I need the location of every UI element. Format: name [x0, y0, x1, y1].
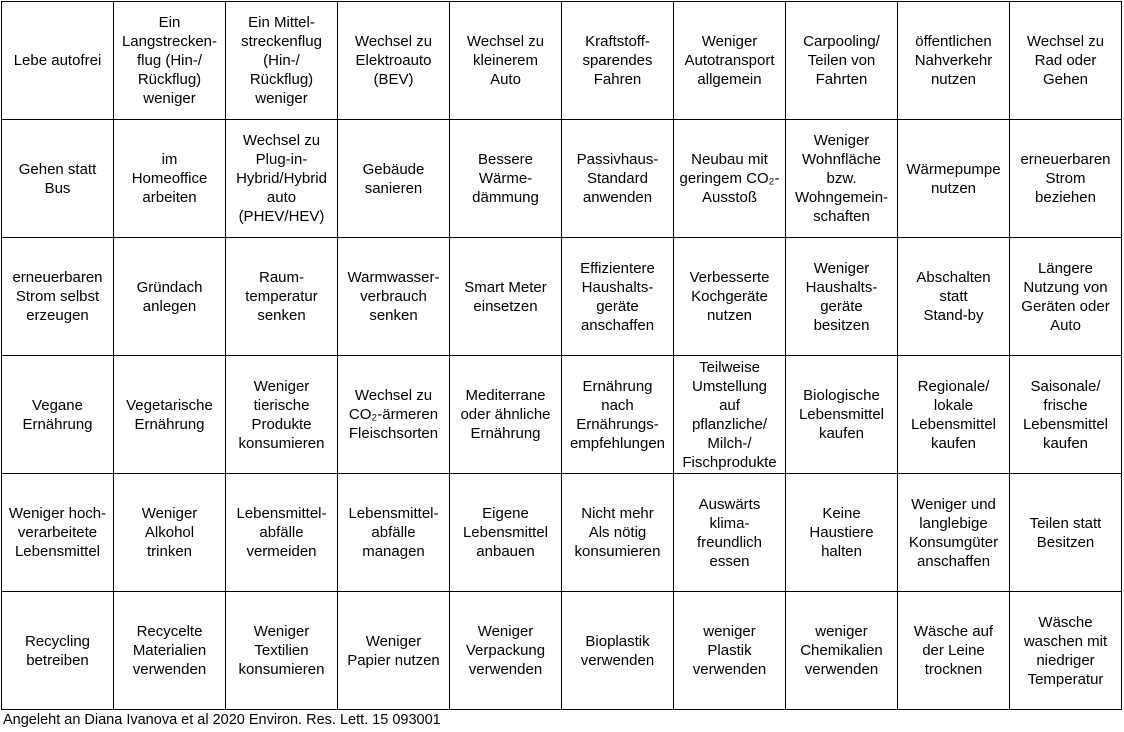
table-row: Weniger hoch- verarbeitete Lebensmittel W…: [1, 473, 1122, 592]
table-cell: Weniger Alkohol trinken: [113, 473, 226, 592]
table-cell: Längere Nutzung von Geräten oder Auto: [1009, 237, 1122, 356]
table-cell: Gehen statt Bus: [1, 119, 114, 238]
table-cell: Ein Mittel- streckenflug (Hin-/ Rückflug…: [225, 1, 338, 120]
table-cell: Biologische Lebensmittel kaufen: [785, 355, 898, 474]
table-cell: Passivhaus- Standard anwenden: [561, 119, 674, 238]
source-caption: Angeleht an Diana Ivanova et al 2020 Env…: [3, 712, 441, 728]
table-cell: erneuerbaren Strom selbst erzeugen: [1, 237, 114, 356]
table-cell: Nicht mehr Als nötig konsumieren: [561, 473, 674, 592]
table-cell: Lebe autofrei: [1, 1, 114, 120]
table-cell: Weniger Wohnfläche bzw. Wohngemein- scha…: [785, 119, 898, 238]
table-cell: erneuerbaren Strom beziehen: [1009, 119, 1122, 238]
table-cell: Wechsel zu CO₂-ärmeren Fleischsorten: [337, 355, 450, 474]
table-cell: Gründach anlegen: [113, 237, 226, 356]
table-cell: Recycelte Materialien verwenden: [113, 591, 226, 710]
table-cell: im Homeoffice arbeiten: [113, 119, 226, 238]
table-cell: Abschalten statt Stand-by: [897, 237, 1010, 356]
table-cell: Eigene Lebensmittel anbauen: [449, 473, 562, 592]
table-cell: Bioplastik verwenden: [561, 591, 674, 710]
table-cell: Wechsel zu Plug-in- Hybrid/Hybrid auto (…: [225, 119, 338, 238]
table-row: erneuerbaren Strom selbst erzeugen Gründa…: [1, 237, 1122, 356]
table-cell: weniger Plastik verwenden: [673, 591, 786, 710]
table-cell: Wechsel zu Rad oder Gehen: [1009, 1, 1122, 120]
table-cell: Ein Langstrecken- flug (Hin-/ Rückflug) …: [113, 1, 226, 120]
table-cell: Neubau mit geringem CO₂- Ausstoß: [673, 119, 786, 238]
table-cell: Weniger Haushalts- geräte besitzen: [785, 237, 898, 356]
table-row: Lebe autofrei Ein Langstrecken- flug (Hin…: [1, 1, 1122, 120]
table-cell: Teilen statt Besitzen: [1009, 473, 1122, 592]
table-cell: Weniger hoch- verarbeitete Lebensmittel: [1, 473, 114, 592]
table-cell: Kraftstoff- sparendes Fahren: [561, 1, 674, 120]
table-cell: Verbesserte Kochgeräte nutzen: [673, 237, 786, 356]
table-cell: Wäsche auf der Leine trocknen: [897, 591, 1010, 710]
table-row: Recycling betreiben Recycelte Materialien…: [1, 591, 1122, 710]
table-cell: Keine Haustiere halten: [785, 473, 898, 592]
table-cell: öffentlichen Nahverkehr nutzen: [897, 1, 1010, 120]
table-cell: Vegetarische Ernährung: [113, 355, 226, 474]
table-cell: Vegane Ernährung: [1, 355, 114, 474]
table-cell: Weniger tierische Produkte konsumieren: [225, 355, 338, 474]
table-cell: Weniger Autotransport allgemein: [673, 1, 786, 120]
table-row: Vegane Ernährung Vegetarische Ernährung We…: [1, 355, 1122, 474]
table-cell: Weniger Papier nutzen: [337, 591, 450, 710]
measures-table: Lebe autofrei Ein Langstrecken- flug (Hin…: [1, 1, 1122, 710]
table-cell: Recycling betreiben: [1, 591, 114, 710]
table-cell: Weniger Textilien konsumieren: [225, 591, 338, 710]
table-cell: Mediterrane oder ähnliche Ernährung: [449, 355, 562, 474]
table-cell: Auswärts klima- freundlich essen: [673, 473, 786, 592]
table-cell: Teilweise Umstellung auf pflanzliche/ Mi…: [673, 355, 786, 474]
table-cell: Raum- temperatur senken: [225, 237, 338, 356]
table-cell: Saisonale/ frische Lebensmittel kaufen: [1009, 355, 1122, 474]
table-cell: Gebäude sanieren: [337, 119, 450, 238]
table-row: Gehen statt Bus im Homeoffice arbeiten Wec…: [1, 119, 1122, 238]
table-cell: Wechsel zu kleinerem Auto: [449, 1, 562, 120]
table-cell: Warmwasser- verbrauch senken: [337, 237, 450, 356]
table-cell: weniger Chemikalien verwenden: [785, 591, 898, 710]
table-cell: Weniger und langlebige Konsumgüter ansch…: [897, 473, 1010, 592]
table-cell: Effizientere Haushalts- geräte anschaffe…: [561, 237, 674, 356]
table-cell: Smart Meter einsetzen: [449, 237, 562, 356]
table-cell: Lebensmittel- abfälle managen: [337, 473, 450, 592]
table-cell: Wärmepumpe nutzen: [897, 119, 1010, 238]
table-cell: Regionale/ lokale Lebensmittel kaufen: [897, 355, 1010, 474]
table-cell: Wäsche waschen mit niedriger Temperatur: [1009, 591, 1122, 710]
table-cell: Lebensmittel- abfälle vermeiden: [225, 473, 338, 592]
table-cell: Wechsel zu Elektroauto (BEV): [337, 1, 450, 120]
table-cell: Ernährung nach Ernährungs- empfehlungen: [561, 355, 674, 474]
table-cell: Bessere Wärme- dämmung: [449, 119, 562, 238]
table-cell: Carpooling/ Teilen von Fahrten: [785, 1, 898, 120]
table-cell: Weniger Verpackung verwenden: [449, 591, 562, 710]
